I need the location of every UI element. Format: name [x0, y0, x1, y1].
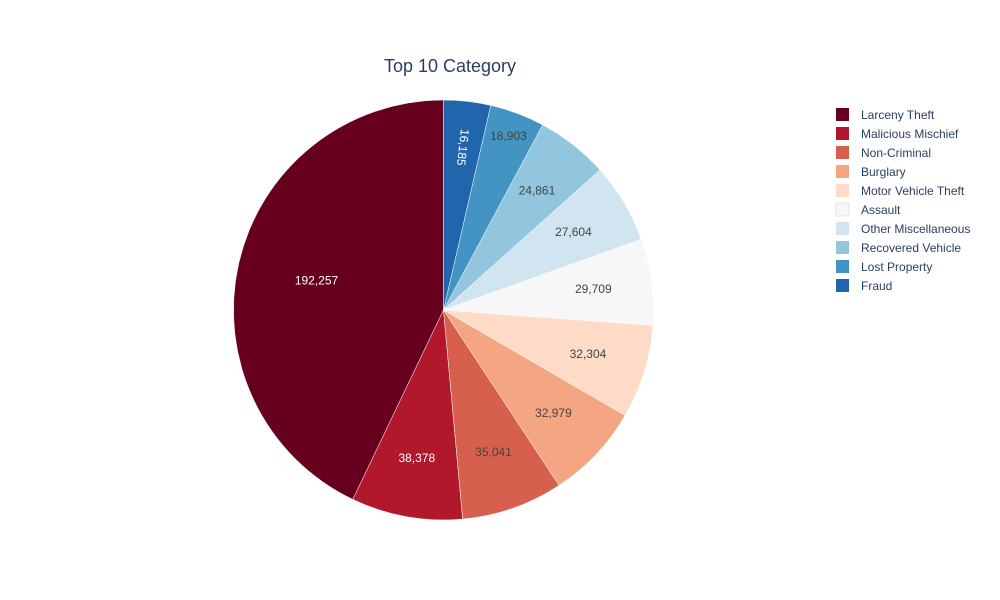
slice-value-label: 27,604 [555, 225, 592, 239]
legend-item[interactable]: Assault [835, 202, 901, 217]
slice-value-label: 32,304 [570, 347, 607, 361]
slice-value-label: 16,185 [454, 128, 472, 166]
legend-item[interactable]: Larceny Theft [836, 108, 935, 122]
legend-label: Fraud [861, 279, 892, 293]
legend-label: Recovered Vehicle [861, 241, 961, 255]
legend-label: Assault [861, 203, 901, 217]
legend-item[interactable]: Non-Criminal [836, 146, 931, 160]
legend-swatch [836, 184, 849, 197]
legend-item[interactable]: Fraud [836, 279, 892, 293]
legend-swatch [835, 202, 850, 217]
legend-label: Other Miscellaneous [861, 222, 970, 236]
slice-value-label: 38,378 [398, 451, 435, 465]
legend-swatch [836, 127, 849, 140]
slice-value-label: 32,979 [535, 406, 572, 420]
legend-item[interactable]: Malicious Mischief [836, 127, 959, 141]
legend-swatch [836, 165, 849, 178]
legend-item[interactable]: Lost Property [836, 260, 932, 274]
pie-slice-larceny-theft[interactable] [233, 99, 444, 500]
legend-label: Motor Vehicle Theft [861, 184, 965, 198]
slice-value-label: 29,709 [575, 282, 612, 296]
pie-slice-malicious-mischief[interactable] [352, 309, 463, 521]
legend-swatch [836, 260, 849, 273]
pie-slice-non-criminal[interactable] [443, 309, 560, 520]
legend: Larceny Theft Malicious Mischief Non-Crimi… [835, 108, 970, 293]
slice-value-label: 24,861 [519, 183, 556, 197]
slice-value-label: 192,257 [295, 273, 339, 287]
legend-swatch [836, 222, 849, 235]
legend-label: Burglary [861, 165, 906, 179]
slice-value-label: 35,041 [475, 445, 512, 459]
legend-item[interactable]: Burglary [836, 165, 906, 179]
legend-swatch [836, 241, 849, 254]
pie-slices [233, 99, 654, 521]
legend-label: Malicious Mischief [861, 127, 959, 141]
legend-label: Lost Property [861, 260, 932, 274]
legend-item[interactable]: Recovered Vehicle [836, 241, 961, 255]
chart-title: Top 10 Category [384, 56, 516, 76]
legend-swatch [836, 108, 849, 121]
legend-swatch [836, 279, 849, 292]
legend-label: Non-Criminal [861, 146, 931, 160]
legend-label: Larceny Theft [861, 108, 935, 122]
pie-slice-burglary[interactable] [443, 309, 626, 486]
legend-item[interactable]: Motor Vehicle Theft [836, 184, 965, 198]
pie-slice-labels: 192,257 38,378 35,041 32,979 32,304 29,709 27,… [295, 128, 612, 465]
legend-swatch [836, 146, 849, 159]
pie-slice-fraud[interactable] [443, 99, 492, 311]
legend-item[interactable]: Other Miscellaneous [836, 222, 970, 236]
slice-value-label: 18,903 [490, 129, 527, 143]
